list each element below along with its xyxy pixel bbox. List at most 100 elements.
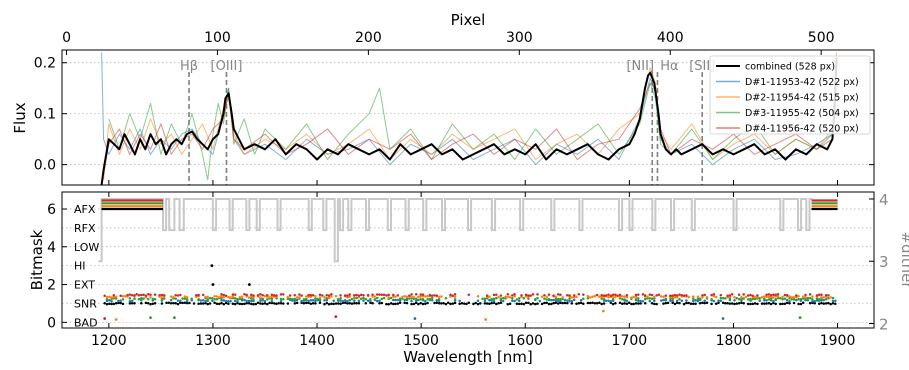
snr-dot — [822, 296, 826, 299]
snr-dot — [582, 297, 585, 300]
snr-dot — [671, 297, 674, 301]
snr-dot — [712, 299, 716, 303]
snr-dot — [121, 295, 125, 298]
flux-y-ticks: 0.0 0.1 0.2 — [34, 56, 874, 174]
snr-dot — [517, 296, 521, 300]
snr-dot — [318, 301, 322, 305]
snr-dot — [201, 293, 205, 297]
snr-dot — [240, 295, 244, 299]
snr-dot — [229, 296, 232, 299]
snr-dot — [369, 298, 372, 301]
snr-dot — [153, 297, 157, 301]
snr-dot — [428, 297, 432, 301]
snr-dot — [534, 302, 537, 306]
snr-dot — [813, 299, 816, 303]
snr-dot — [204, 301, 207, 305]
snr-dot — [133, 294, 136, 297]
snr-dot — [245, 299, 248, 303]
snr-dot — [293, 302, 297, 305]
snr-dot — [517, 302, 521, 306]
snr-dot — [270, 301, 274, 305]
snr-dot — [426, 301, 429, 305]
snr-dot — [643, 297, 647, 301]
snr-dot — [710, 293, 713, 297]
snr-dot — [119, 299, 122, 302]
snr-dot — [701, 294, 704, 297]
snr-dot — [689, 302, 693, 306]
extra-point — [484, 318, 488, 321]
snr-dot — [288, 294, 292, 297]
snr-dot — [419, 301, 422, 305]
snr-dot — [611, 295, 615, 299]
snr-dot — [655, 302, 658, 306]
snr-dot — [405, 301, 409, 305]
snr-dot — [140, 296, 143, 300]
snr-dot — [797, 295, 800, 298]
snr-dot — [485, 302, 489, 305]
snr-dot — [817, 298, 821, 301]
snr-dot — [250, 299, 253, 303]
snr-dot — [385, 294, 388, 297]
snr-dot — [389, 302, 393, 305]
snr-dot — [408, 297, 411, 300]
snr-dot — [199, 302, 203, 305]
snr-dot — [671, 299, 674, 303]
snr-dot — [433, 294, 436, 297]
snr-dot — [742, 301, 745, 305]
snr-dot — [662, 302, 665, 305]
snr-dot — [621, 298, 624, 301]
snr-dot — [609, 294, 613, 297]
snr-dot — [792, 296, 796, 299]
snr-dot — [282, 293, 285, 296]
snr-dot — [325, 299, 329, 302]
snr-dot — [772, 300, 775, 303]
snr-dot — [325, 301, 329, 305]
snr-dot — [362, 296, 365, 300]
snr-dot — [414, 297, 418, 300]
snr-dot — [286, 295, 290, 299]
snr-dot — [394, 298, 397, 302]
snr-dot — [749, 297, 752, 301]
snr-dot — [586, 301, 590, 305]
snr-dot — [714, 295, 718, 299]
snr-dot — [392, 302, 395, 306]
snr-dot — [337, 297, 340, 301]
snr-dot — [121, 302, 125, 306]
dither-step-line — [98, 198, 813, 263]
snr-dot — [545, 301, 548, 305]
snr-dot — [566, 299, 569, 302]
snr-dot — [653, 302, 656, 306]
snr-dot — [801, 301, 805, 304]
snr-dot — [746, 302, 750, 306]
snr-dot — [664, 294, 668, 297]
snr-dot — [659, 295, 663, 298]
dither-series — [98, 198, 813, 263]
flux-series-line — [101, 52, 837, 166]
snr-dot — [675, 301, 679, 304]
bitmask-y-tick-label: 6 — [47, 202, 56, 218]
snr-dot — [730, 293, 734, 296]
snr-dot — [767, 298, 771, 301]
snr-dot — [364, 297, 368, 301]
snr-dot — [160, 296, 164, 299]
snr-dot — [270, 299, 274, 303]
snr-dot — [685, 294, 688, 297]
snr-dot — [421, 302, 425, 306]
snr-dot — [742, 297, 745, 300]
snr-dot — [414, 292, 418, 296]
snr-dot — [591, 301, 594, 304]
snr-dot — [224, 301, 228, 305]
snr-dot — [685, 299, 688, 302]
snr-dot — [410, 295, 413, 299]
snr-dot — [733, 298, 736, 302]
snr-dot — [302, 298, 306, 301]
snr-dot — [692, 302, 695, 306]
snr-dot — [149, 293, 152, 296]
snr-dot — [279, 293, 283, 296]
snr-dot — [233, 296, 237, 300]
snr-dot — [236, 301, 239, 305]
snr-dot — [211, 296, 214, 300]
snr-dot — [495, 296, 498, 300]
snr-dot — [657, 293, 661, 297]
snr-dot — [371, 295, 374, 298]
